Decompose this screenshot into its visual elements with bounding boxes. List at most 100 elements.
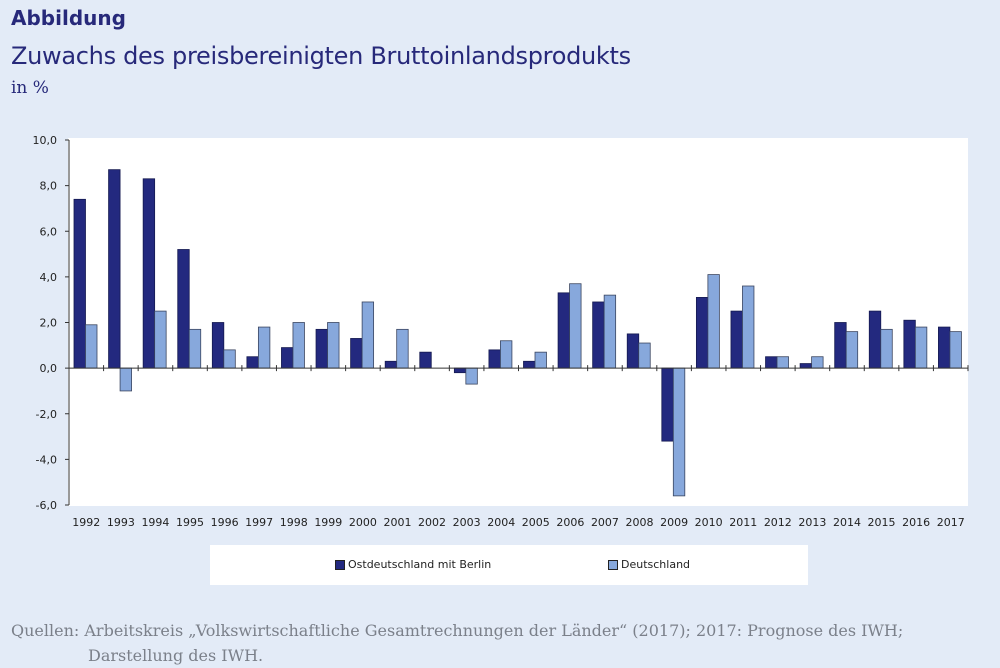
bar-deutschland-1998 <box>292 322 305 369</box>
x-tick-label: 1994 <box>141 516 169 529</box>
x-tick-label: 2003 <box>453 516 481 529</box>
y-tick-label: 6,0 <box>40 225 58 238</box>
chart-title: Zuwachs des preisbereinigten Bruttoinlan… <box>11 42 631 70</box>
bar-deutschland-2011 <box>742 285 755 369</box>
x-tick-label: 1996 <box>211 516 239 529</box>
x-tick-label: 1999 <box>314 516 342 529</box>
y-tick-label: 4,0 <box>40 271 58 284</box>
bar-deutschland-2003 <box>465 367 478 385</box>
bar-deutschland-2013 <box>811 356 824 369</box>
bar-deutschland-2009 <box>672 367 686 497</box>
bar-ost-1994 <box>142 178 156 369</box>
bar-ost-2006 <box>557 292 570 369</box>
bar-ost-2000 <box>350 338 363 369</box>
bar-deutschland-1995 <box>188 328 202 369</box>
bar-ost-2016 <box>903 319 916 369</box>
x-tick-label: 2011 <box>729 516 757 529</box>
bar-ost-2017 <box>938 326 951 369</box>
legend-swatch-de <box>608 559 618 570</box>
bar-deutschland-2012 <box>776 356 789 369</box>
y-tick-label: 2,0 <box>40 317 58 330</box>
x-tick-label: 2014 <box>833 516 861 529</box>
bar-deutschland-1996 <box>223 349 236 369</box>
bar-ost-2009 <box>661 367 674 442</box>
legend-item-ost: Ostdeutschland mit Berlin <box>335 558 491 571</box>
x-tick-label: 2001 <box>383 516 411 529</box>
bar-ost-1998 <box>281 347 294 369</box>
bar-ost-2003 <box>453 367 467 374</box>
bar-ost-2012 <box>765 356 778 369</box>
legend-item-de: Deutschland <box>608 558 690 571</box>
plot-area <box>68 138 968 506</box>
figure-label: Abbildung <box>11 6 126 30</box>
bar-ost-1996 <box>211 322 225 369</box>
bar-deutschland-2016 <box>914 326 928 369</box>
legend: Ostdeutschland mit Berlin Deutschland <box>210 545 808 585</box>
x-tick-label: 2010 <box>695 516 723 529</box>
bar-ost-2014 <box>834 322 847 369</box>
bar-deutschland-2007 <box>603 294 617 369</box>
bar-deutschland-2017 <box>949 331 962 369</box>
bar-deutschland-1994 <box>154 310 167 369</box>
x-tick-label: 1993 <box>107 516 135 529</box>
bar-deutschland-1993 <box>119 367 132 392</box>
bar-ost-2015 <box>868 310 882 369</box>
x-tick-label: 1998 <box>280 516 308 529</box>
bar-ost-1997 <box>246 356 259 369</box>
legend-swatch-ost <box>335 559 345 570</box>
bar-ost-2005 <box>523 360 536 369</box>
x-tick-label: 2004 <box>487 516 515 529</box>
x-tick-label: 2012 <box>764 516 792 529</box>
x-tick-label: 2006 <box>556 516 584 529</box>
bar-deutschland-1997 <box>257 326 271 369</box>
bar-deutschland-2006 <box>569 283 582 369</box>
x-tick-label: 2008 <box>626 516 654 529</box>
bar-deutschland-2004 <box>500 340 513 369</box>
bar-ost-2007 <box>592 301 605 369</box>
bar-ost-1992 <box>73 198 86 369</box>
bar-ost-1993 <box>108 169 121 369</box>
bar-ost-2008 <box>626 333 640 369</box>
y-tick-label: 8,0 <box>40 180 58 193</box>
y-tick-label: -6,0 <box>36 499 57 512</box>
source-line-2: Darstellung des IWH. <box>88 646 264 665</box>
x-tick-label: 2000 <box>349 516 377 529</box>
bar-ost-2002 <box>419 351 432 369</box>
x-tick-label: 2017 <box>937 516 965 529</box>
x-tick-label: 2016 <box>902 516 930 529</box>
bar-deutschland-2001 <box>396 328 409 369</box>
source-note: Quellen: Arbeitskreis „Volkswirtschaftli… <box>11 618 903 668</box>
y-tick-label: -4,0 <box>36 453 57 466</box>
bar-ost-1995 <box>177 249 190 369</box>
bar-chart: 1992 1993 1994 1995 1996 1997 1998 1999 2000 2001… <box>33 134 969 529</box>
y-tick-label: 10,0 <box>33 134 58 147</box>
bar-ost-2004 <box>488 349 501 369</box>
bar-deutschland-2000 <box>361 301 375 369</box>
bar-ost-2013 <box>799 363 813 369</box>
bar-ost-1999 <box>315 328 328 369</box>
bar-deutschland-2008 <box>638 342 651 369</box>
bar-deutschland-1992 <box>85 324 98 369</box>
bar-deutschland-2015 <box>880 328 893 369</box>
bar-deutschland-2010 <box>707 274 720 369</box>
x-tick-label: 2013 <box>798 516 826 529</box>
y-tick-label: -2,0 <box>36 408 57 421</box>
bar-ost-2011 <box>730 310 743 369</box>
x-tick-label: 2009 <box>660 516 688 529</box>
bar-deutschland-1999 <box>327 322 340 369</box>
x-tick-label: 2007 <box>591 516 619 529</box>
x-tick-label: 2002 <box>418 516 446 529</box>
source-line-1: Quellen: Arbeitskreis „Volkswirtschaftli… <box>11 621 904 640</box>
x-tick-label: 2005 <box>522 516 550 529</box>
legend-label-de: Deutschland <box>621 558 691 571</box>
bar-ost-2001 <box>384 360 398 369</box>
legend-label-ost: Ostdeutschland mit Berlin <box>348 558 492 571</box>
bar-deutschland-2014 <box>845 331 859 369</box>
x-tick-label: 2015 <box>868 516 896 529</box>
unit-label: in % <box>11 78 49 98</box>
y-tick-label: 0,0 <box>40 362 58 375</box>
bar-deutschland-2005 <box>534 351 547 369</box>
x-tick-label: 1997 <box>245 516 273 529</box>
x-tick-label: 1992 <box>72 516 100 529</box>
bar-ost-2010 <box>695 297 709 369</box>
